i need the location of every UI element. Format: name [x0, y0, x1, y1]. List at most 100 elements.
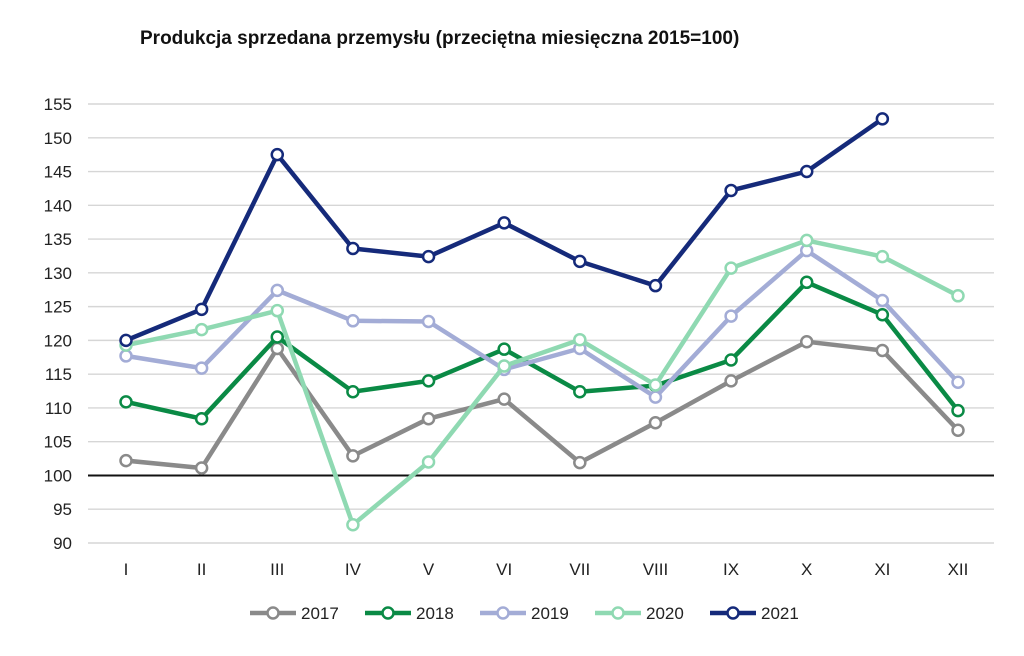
- y-tick-label-115: 115: [45, 365, 72, 384]
- point-2018-II: [194, 411, 209, 426]
- point-2017-IV: [346, 449, 360, 463]
- legend-marker-2020: [611, 606, 625, 620]
- point-2020-VI: [497, 359, 511, 373]
- series-layer: [119, 112, 965, 532]
- point-2017-X: [799, 334, 814, 349]
- point-2021-VII: [573, 254, 587, 269]
- point-2021-III: [270, 147, 285, 162]
- point-2019-II: [194, 361, 209, 375]
- point-2020-II: [194, 322, 209, 337]
- y-tick-label-105: 105: [44, 433, 72, 452]
- x-tick-label-XII: XII: [948, 560, 969, 579]
- point-2020-XI: [875, 249, 890, 264]
- series-line-2020: [123, 238, 961, 528]
- point-2018-IX: [724, 353, 738, 367]
- point-2019-III: [270, 283, 285, 298]
- point-2017-VII: [573, 455, 587, 470]
- point-2018-III: [270, 330, 285, 344]
- point-2017-VI: [497, 392, 511, 406]
- x-tick-label-III: III: [270, 560, 284, 579]
- y-tick-label-95: 95: [53, 500, 72, 519]
- y-tick-label-130: 130: [44, 264, 72, 283]
- point-2020-IX: [724, 261, 738, 275]
- series-2019: [119, 243, 965, 404]
- x-tick-label-VII: VII: [569, 560, 590, 579]
- point-2018-VII: [573, 384, 587, 399]
- point-2020-V: [421, 455, 436, 469]
- x-tick-label-V: V: [423, 560, 435, 579]
- series-line-2019: [123, 248, 961, 400]
- series-2021: [119, 112, 890, 348]
- point-2017-I: [119, 453, 133, 468]
- point-2018-V: [421, 374, 436, 388]
- x-tick-label-IX: IX: [723, 560, 739, 579]
- legend-label-2021: 2021: [761, 604, 799, 623]
- x-tick-label-II: II: [197, 560, 206, 579]
- point-2021-IX: [724, 183, 738, 198]
- grid-layer: [88, 103, 994, 544]
- point-2021-I: [119, 333, 133, 348]
- point-2017-II: [194, 461, 209, 475]
- point-2021-VI: [497, 216, 511, 230]
- point-2020-IV: [346, 518, 360, 532]
- legend-item-2018: 2018: [365, 604, 454, 623]
- point-2018-XII: [951, 403, 965, 418]
- x-tick-label-IV: IV: [345, 560, 362, 579]
- x-tick-label-I: I: [124, 560, 129, 579]
- legend: 2017 2018 2019 2020 2021: [250, 604, 799, 623]
- point-2017-XI: [875, 343, 890, 358]
- point-2019-I: [119, 349, 133, 363]
- point-2019-V: [421, 314, 436, 329]
- point-2017-III: [270, 341, 285, 356]
- point-2019-IX: [724, 309, 738, 323]
- y-axis-ticks: 90 95 100 105 110 115 120 125 130 135 140 145 150 155: [44, 95, 72, 553]
- series-2017: [119, 334, 965, 475]
- y-tick-label-125: 125: [44, 298, 72, 317]
- point-2019-IV: [346, 314, 360, 328]
- legend-marker-2019: [496, 606, 510, 620]
- point-2018-VI: [497, 342, 511, 356]
- y-tick-label-150: 150: [44, 129, 72, 148]
- legend-item-2020: 2020: [595, 604, 684, 623]
- legend-label-2019: 2019: [531, 604, 569, 623]
- legend-label-2018: 2018: [416, 604, 454, 623]
- point-2021-VIII: [648, 278, 663, 293]
- y-tick-label-110: 110: [45, 399, 72, 418]
- point-2017-XII: [951, 423, 965, 437]
- legend-item-2017: 2017: [250, 604, 339, 623]
- point-2019-XII: [951, 375, 965, 390]
- chart-title: Produkcja sprzedana przemysłu (przeciętn…: [140, 28, 740, 49]
- point-2020-XII: [951, 289, 965, 303]
- point-2021-V: [421, 249, 436, 264]
- point-2020-VII: [573, 332, 587, 347]
- point-2018-IV: [346, 384, 360, 399]
- x-tick-label-X: X: [801, 560, 812, 579]
- point-2019-VIII: [648, 390, 663, 404]
- series-2018: [119, 275, 965, 426]
- point-2020-X: [799, 233, 814, 248]
- legend-marker-2021: [726, 606, 740, 620]
- legend-marker-2018: [381, 606, 395, 620]
- y-tick-label-140: 140: [44, 196, 72, 215]
- point-2020-VIII: [648, 378, 663, 392]
- x-tick-label-XI: XI: [874, 560, 890, 579]
- point-2021-IV: [346, 241, 360, 256]
- y-tick-label-90: 90: [53, 534, 72, 553]
- point-2020-III: [270, 303, 285, 318]
- point-2018-I: [119, 395, 133, 409]
- legend-marker-2017: [266, 606, 280, 620]
- y-tick-label-120: 120: [44, 331, 72, 350]
- series-2020: [119, 233, 965, 532]
- series-line-2018: [123, 280, 961, 421]
- point-2017-V: [421, 411, 436, 426]
- legend-label-2020: 2020: [646, 604, 684, 623]
- point-2021-II: [194, 302, 209, 317]
- x-tick-label-VI: VI: [496, 560, 512, 579]
- x-tick-label-VIII: VIII: [643, 560, 669, 579]
- point-2018-XI: [875, 307, 890, 322]
- point-2018-X: [799, 275, 814, 290]
- legend-item-2019: 2019: [480, 604, 569, 623]
- point-2017-VIII: [648, 416, 663, 430]
